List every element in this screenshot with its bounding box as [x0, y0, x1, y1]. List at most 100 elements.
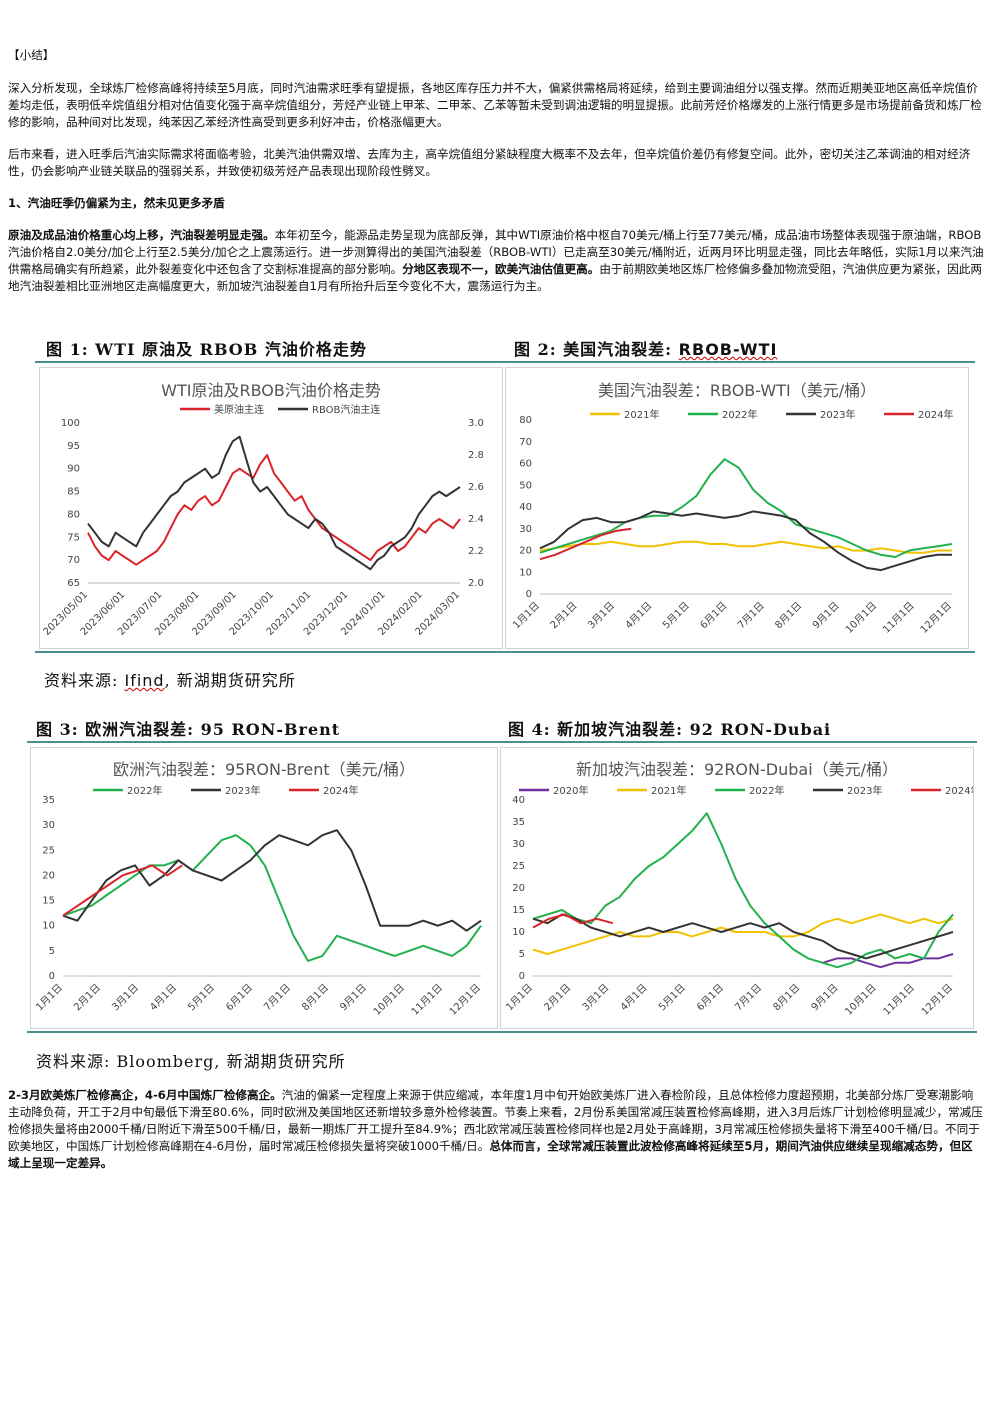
- x-tick-label: 1月1日: [33, 982, 65, 1014]
- y-right-tick-label: 2.0: [468, 578, 484, 589]
- legend-label-0: 2020年: [553, 784, 588, 797]
- series-line-3: [539, 527, 632, 561]
- x-tick-label: 8月1日: [771, 982, 803, 1014]
- x-tick-label: 7月1日: [733, 982, 765, 1014]
- y-tick-label: 95: [67, 441, 80, 452]
- y-tick-label: 20: [512, 883, 525, 894]
- y-tick-label: 30: [42, 820, 55, 831]
- x-tick-label: 3月1日: [580, 982, 612, 1014]
- legend-label-2: 2024年: [323, 784, 358, 797]
- series-line-2: [62, 864, 183, 917]
- y-right-tick-label: 3.0: [468, 418, 484, 429]
- x-tick-label: 6月1日: [694, 982, 726, 1014]
- legend-label-2: 2022年: [749, 784, 784, 797]
- y-tick-label: 10: [42, 921, 55, 932]
- source-1-suffix: , 新湖期货研究所: [164, 671, 296, 690]
- y-right-tick-label: 2.2: [468, 546, 484, 557]
- legend-label-3: 2023年: [847, 784, 882, 797]
- legend-label-1: 2022年: [722, 408, 757, 421]
- x-tick-label: 6月1日: [698, 600, 730, 632]
- chart-title: 新加坡汽油裂差：92RON-Dubai（美元/桶）: [576, 760, 898, 779]
- x-tick-label: 10月1日: [843, 982, 879, 1018]
- figure-2-caption-code: RBOB-WTI: [678, 340, 778, 359]
- y-tick-label: 10: [512, 927, 525, 938]
- figure-2-caption-prefix: 图 2: 美国汽油裂差:: [514, 340, 679, 359]
- figure-2-caption: 图 2: 美国汽油裂差: RBOB-WTI: [514, 336, 777, 360]
- section-1-title: 1、汽油旺季仍偏紧为主，然未见更多矛盾: [8, 196, 225, 210]
- legend-label-1: 2023年: [225, 784, 260, 797]
- figure-row-2-bottom-rule: [27, 1031, 977, 1033]
- x-tick-label: 5月1日: [656, 982, 688, 1014]
- section-2-paragraph: 2-3月欧美炼厂检修高企，4-6月中国炼厂检修高企。汽油的偏紧一定程度上来源于供…: [8, 1087, 984, 1172]
- series-line-1: [532, 913, 954, 955]
- y-tick-label: 50: [519, 480, 532, 491]
- x-tick-label: 9月1日: [810, 600, 842, 632]
- legend-label-0: 2021年: [624, 408, 659, 421]
- section-2-bold-2: 总体而言，全球常减压装置此波检修高峰将延续至5月，期间汽油供应继续呈现缩减态势，…: [8, 1139, 973, 1170]
- y-tick-label: 90: [67, 464, 80, 475]
- y-tick-label: 30: [512, 839, 525, 850]
- figure-row-1-bottom-rule: [35, 651, 975, 653]
- summary-paragraph-2: 后市来看，进入旺季后汽油实际需求将面临考验，北美汽油供需双增、去库为主，高辛烷值…: [8, 147, 971, 178]
- legend-label-1: RBOB汽油主连: [312, 403, 380, 416]
- chart-title: 欧洲汽油裂差：95RON-Brent（美元/桶）: [113, 760, 415, 779]
- figure-row-2-top-rule: [27, 741, 977, 743]
- x-tick-label: 2月1日: [548, 600, 580, 632]
- y-tick-label: 35: [512, 817, 525, 828]
- section-1-bold-1: 原油及成品油价格重心均上移，汽油裂差明显走强。: [8, 228, 275, 242]
- source-1: 资料来源: Ifind, 新湖期货研究所: [44, 667, 296, 691]
- x-tick-label: 10月1日: [371, 982, 407, 1018]
- legend-label-2: 2023年: [820, 408, 855, 421]
- chart-3-europe-crack: 欧洲汽油裂差：95RON-Brent（美元/桶） 2022年 2023年 2024年 3…: [33, 760, 483, 1018]
- section-1-text-1: 本年初至今，能源品走势呈现为底部反弹，其中WTI原油价格中枢自70美元/桶上行至…: [8, 228, 984, 276]
- y-right-tick-label: 2.8: [468, 450, 484, 461]
- source-2: 资料来源: Bloomberg, 新湖期货研究所: [36, 1052, 346, 1071]
- section-1-bold-2: 分地区表现不一，欧美汽油估值更高。: [402, 262, 600, 276]
- x-tick-label: 6月1日: [223, 982, 255, 1014]
- x-tick-label: 9月1日: [809, 982, 841, 1014]
- chart-1-frame: WTI原油及RBOB汽油价格走势 美原油主连 RBOB汽油主连 100 95 90 85 80…: [39, 367, 503, 649]
- series-line-3: [532, 913, 954, 960]
- x-tick-label: 4月1日: [623, 600, 655, 632]
- y-tick-label: 80: [519, 415, 532, 426]
- section-2-bold-1: 2-3月欧美炼厂检修高企，4-6月中国炼厂检修高企。: [8, 1088, 282, 1102]
- summary-heading: 【小结】: [8, 48, 55, 62]
- series-line-1: [62, 829, 482, 932]
- x-tick-label: 7月1日: [261, 982, 293, 1014]
- chart-2-us-crack: 美国汽油裂差：RBOB-WTI（美元/桶） 2021年 2022年 2023年 2024…: [510, 381, 954, 636]
- figure-row-1-top-rule: [35, 361, 975, 363]
- y-tick-label: 35: [42, 795, 55, 806]
- y-right-tick-label: 2.6: [468, 482, 484, 493]
- y-tick-label: 65: [67, 578, 80, 589]
- figure-3-caption: 图 3: 欧洲汽油裂差: 95 RON-Brent: [36, 720, 341, 739]
- x-tick-label: 1月1日: [503, 982, 535, 1014]
- x-tick-label: 2月1日: [71, 982, 103, 1014]
- x-tick-label: 11月1日: [881, 982, 917, 1018]
- summary-paragraph-1: 深入分析发现，全球炼厂检修高峰将持续至5月底，同时汽油需求旺季有望提振，各地区库…: [8, 81, 982, 129]
- x-tick-label: 5月1日: [185, 982, 217, 1014]
- series-line-1: [87, 435, 461, 571]
- figure-4-caption: 图 4: 新加坡汽油裂差: 92 RON-Dubai: [508, 720, 832, 739]
- y-tick-label: 75: [67, 532, 80, 543]
- y-tick-label: 100: [61, 418, 80, 429]
- x-tick-label: 8月1日: [773, 600, 805, 632]
- legend-label-0: 美原油主连: [214, 403, 264, 416]
- y-tick-label: 0: [526, 589, 532, 600]
- x-tick-label: 3月1日: [585, 600, 617, 632]
- series-line-0: [822, 953, 954, 969]
- x-tick-label: 10月1日: [843, 600, 879, 636]
- chart-4-frame: 新加坡汽油裂差：92RON-Dubai（美元/桶） 2020年 2021年 2022年…: [500, 747, 974, 1029]
- x-tick-label: 2月1日: [542, 982, 574, 1014]
- x-tick-label: 7月1日: [735, 600, 767, 632]
- x-tick-label: 9月1日: [337, 982, 369, 1014]
- series-line-0: [539, 540, 952, 554]
- legend-label-4: 2024年: [945, 784, 973, 797]
- figure-1-caption: 图 1: WTI 原油及 RBOB 汽油价格走势: [46, 340, 367, 359]
- legend-label-0: 2022年: [127, 784, 162, 797]
- y-tick-label: 60: [519, 459, 532, 470]
- section-2-text-1: 汽油的偏紧一定程度上来源于供应缩减，本年度1月中旬开始欧美炼厂进入春检阶段，且总…: [8, 1088, 983, 1153]
- y-tick-label: 10: [519, 567, 532, 578]
- y-tick-label: 5: [49, 946, 55, 957]
- x-tick-label: 4月1日: [618, 982, 650, 1014]
